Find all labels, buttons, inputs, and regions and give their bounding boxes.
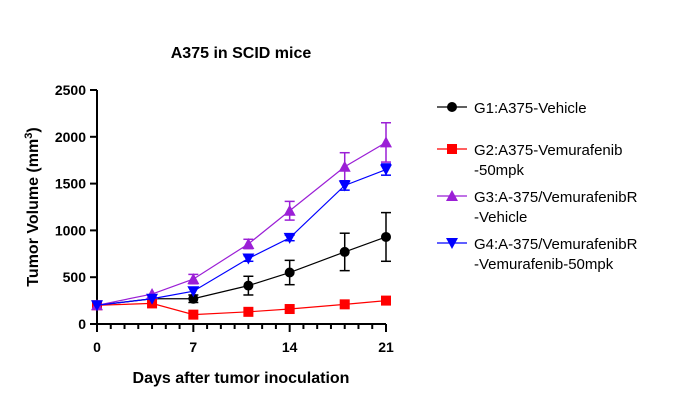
legend-label: G2:A375-Vemurafenib — [474, 142, 622, 159]
data-point — [283, 204, 296, 216]
x-tick-label: 0 — [93, 339, 101, 355]
legend-label: -Vemurafenib-50mpk — [474, 256, 614, 273]
data-point — [381, 295, 391, 306]
x-axis-label: Days after tumor inoculation — [133, 370, 350, 387]
data-point — [381, 231, 391, 242]
data-point — [380, 164, 392, 176]
y-tick-label: 500 — [63, 269, 87, 285]
data-point — [91, 300, 103, 312]
legend-label: G3:A-375/VemurafenibR — [474, 189, 638, 206]
y-axis-label: Tumor Volume (mm3) — [23, 127, 42, 286]
legend-marker — [446, 190, 458, 201]
series-1 — [92, 211, 391, 311]
data-point — [243, 280, 254, 291]
legend-label: G4:A-375/VemurafenibR — [474, 236, 638, 253]
legend-item-3: G3:A-375/VemurafenibR -Vehicle — [437, 189, 638, 226]
series-2 — [92, 295, 391, 320]
legend-marker — [446, 238, 458, 249]
y-tick-label: 2000 — [55, 129, 86, 145]
x-tick-label: 14 — [282, 339, 298, 355]
data-point — [284, 267, 295, 278]
data-point — [188, 293, 199, 304]
y-tick-label: 1000 — [55, 222, 86, 238]
data-point — [339, 246, 350, 257]
x-tick-label: 7 — [189, 339, 197, 355]
series-3 — [91, 122, 392, 311]
data-point — [284, 304, 295, 315]
data-point — [243, 306, 254, 317]
data-point — [380, 136, 392, 148]
data-point — [283, 232, 296, 244]
y-tick-label: 1500 — [55, 176, 86, 192]
data-point — [338, 180, 351, 192]
series-4 — [91, 163, 392, 312]
legend-label: -Vehicle — [474, 209, 527, 226]
legend-marker — [447, 144, 457, 154]
x-tick-label: 21 — [378, 339, 394, 355]
data-point — [146, 293, 159, 305]
legend-label: -50mpk — [474, 162, 525, 179]
y-tick-label: 0 — [78, 316, 86, 332]
chart-title: A375 in SCID mice — [171, 45, 312, 62]
data-point — [187, 286, 200, 298]
data-point — [242, 237, 255, 249]
legend-marker — [447, 102, 457, 112]
legend-item-1: G1:A375-Vehicle — [437, 100, 587, 117]
y-tick-label: 2500 — [55, 82, 86, 98]
legend-label: G1:A375-Vehicle — [474, 100, 587, 117]
data-point — [339, 299, 350, 310]
data-point — [242, 253, 255, 265]
legend-item-4: G4:A-375/VemurafenibR -Vemurafenib-50mpk — [437, 236, 638, 273]
legend-item-2: G2:A375-Vemurafenib -50mpk — [437, 142, 622, 179]
data-point — [338, 160, 351, 172]
data-point — [187, 273, 200, 285]
data-point — [188, 309, 199, 320]
